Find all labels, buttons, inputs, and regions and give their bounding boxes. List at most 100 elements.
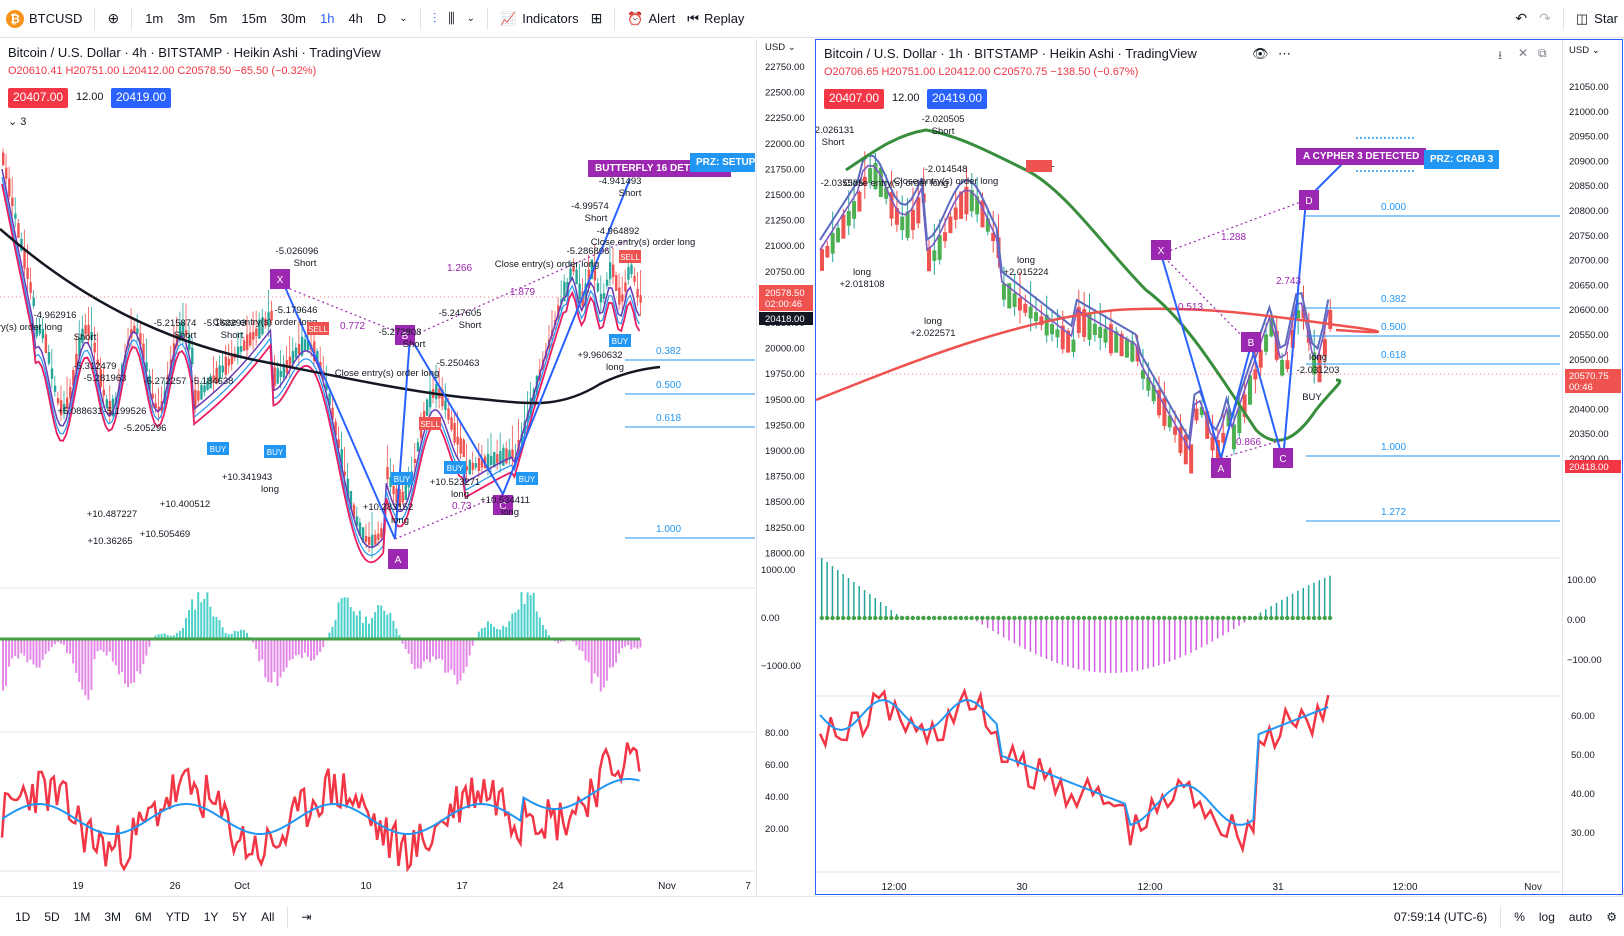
histogram-bar	[422, 639, 425, 662]
clock-timezone[interactable]: 07:59:14 (UTC-6)	[1393, 909, 1488, 924]
chevron-down-icon[interactable]: ⌄	[399, 13, 408, 24]
range-1y[interactable]: 1Y	[203, 909, 219, 924]
range-3m[interactable]: 3M	[104, 909, 122, 924]
quantity-value[interactable]: 12.00	[76, 91, 104, 103]
percent-scale-toggle[interactable]: %	[1514, 909, 1525, 924]
redo-icon[interactable]: ↷	[1539, 10, 1551, 26]
symbol-button[interactable]: ₿ BTCUSD	[0, 0, 88, 38]
histogram-bar	[532, 592, 535, 639]
histogram-bar	[398, 635, 401, 639]
bar-style-icon[interactable]: ⫶	[432, 10, 437, 26]
candle-body	[1146, 377, 1151, 391]
left-price-axis[interactable]: 22750.00 22500.00 22250.00 22000.00 21750.00…	[756, 39, 814, 895]
range-1d[interactable]: 1D	[15, 909, 31, 924]
histogram-bar	[462, 639, 465, 674]
maximize-icon[interactable]: ⧉	[1538, 46, 1547, 60]
timeframe-1m[interactable]: 1m	[145, 11, 164, 26]
moving-average-black	[0, 228, 661, 405]
timeframe-d[interactable]: D	[376, 11, 387, 26]
histogram-bar	[1179, 618, 1181, 658]
histogram-dot	[1076, 615, 1081, 621]
candle-body	[249, 332, 252, 346]
right-chart-pane[interactable]: 12:00 30 12:00 31 12:00 Nov X A B C D 1.288 0.513 0.8…	[815, 39, 1623, 895]
histogram-bar	[133, 639, 136, 683]
range-5d[interactable]: 5D	[44, 909, 60, 924]
indicators-button[interactable]: 📈 Indicators	[494, 0, 585, 38]
left-chart-canvas[interactable]: 19 26 Oct 10 17 24 Nov 7 X A B C 1.266 1.879 0.772 0.73…	[0, 39, 755, 895]
histogram-bar	[608, 639, 611, 668]
candle-body	[985, 218, 990, 232]
settings-gear-icon[interactable]: ⚙	[1606, 909, 1617, 924]
histogram-bar	[1302, 587, 1304, 618]
oscillator-axis-tick: 0.00	[1567, 615, 1586, 626]
candle-body	[450, 417, 453, 430]
compare-plus-icon[interactable]: ⊕	[107, 10, 120, 26]
range-all[interactable]: All	[261, 909, 275, 924]
timeframe-3m[interactable]: 3m	[177, 11, 196, 26]
move-down-icon[interactable]: ⭳	[1498, 48, 1503, 62]
buy-price-button[interactable]: 20419.00	[927, 89, 988, 109]
replay-button[interactable]: ⏮ Replay	[681, 0, 750, 38]
histogram-bar	[1200, 618, 1203, 648]
more-options-icon[interactable]: ⋯	[1278, 46, 1291, 61]
log-scale-toggle[interactable]: log	[1538, 909, 1555, 924]
right-price-axis[interactable]: 21050.00 21000.00 20950.00 20900.00 20850.00…	[1562, 40, 1622, 894]
sell-price-button[interactable]: 20407.00	[824, 89, 885, 109]
candle-style-icon[interactable]: ⫼	[448, 10, 455, 26]
trade-annotation: long	[924, 316, 942, 327]
histogram-bar	[258, 639, 261, 662]
auto-scale-toggle[interactable]: auto	[1568, 909, 1593, 924]
templates-grid-icon[interactable]: ⊞	[590, 10, 603, 26]
trade-annotation: Short	[619, 188, 642, 199]
alert-button[interactable]: ⏰ Alert	[621, 0, 681, 38]
price-axis-tick: 19000.00	[765, 446, 805, 457]
candle-body	[270, 310, 273, 321]
trade-annotation: -2.026131	[816, 125, 854, 136]
left-chart-pane[interactable]: 19 26 Oct 10 17 24 Nov 7 X A B C 1.266 1.879 0.772 0.73…	[0, 39, 755, 895]
timeframe-4h[interactable]: 4h	[348, 11, 363, 26]
layout-split-icon: ◫	[1575, 10, 1589, 26]
right-chart-canvas[interactable]: 12:00 30 12:00 31 12:00 Nov X A B C D 1.288 0.513 0.8…	[816, 40, 1560, 895]
undo-icon[interactable]: ↶	[1515, 10, 1528, 26]
timeframe-1h[interactable]: 1h	[319, 11, 335, 26]
moving-average-blue	[1, 176, 640, 556]
visibility-eye-icon[interactable]: 👁	[1252, 46, 1269, 61]
chevron-down-icon[interactable]: ⌄	[466, 13, 476, 24]
timeframe-30m[interactable]: 30m	[280, 11, 306, 26]
candle-body	[1205, 410, 1210, 439]
goto-date-icon[interactable]: ⇥	[301, 909, 312, 924]
range-5y[interactable]: 5Y	[232, 909, 248, 924]
alarm-clock-icon: ⏰	[627, 10, 644, 26]
pattern-point-label: C	[499, 501, 506, 512]
histogram-dot	[1108, 615, 1113, 621]
candle-body	[868, 168, 873, 184]
harmonic-ratio-line	[1160, 199, 1307, 459]
timeframe-5m[interactable]: 5m	[209, 11, 228, 26]
candle-body	[273, 367, 276, 386]
histogram-bar	[1088, 618, 1090, 672]
sell-price-button[interactable]: 20407.00	[8, 88, 69, 108]
price-axis-tick: 20650.00	[1569, 280, 1609, 291]
candle-body	[435, 384, 438, 400]
candle-body	[480, 459, 484, 468]
histogram-bar	[459, 639, 462, 681]
candle-body	[599, 293, 603, 303]
range-6m[interactable]: 6M	[135, 909, 152, 924]
histogram-bar	[502, 625, 505, 639]
quantity-value[interactable]: 12.00	[892, 92, 920, 104]
candle-body	[307, 340, 310, 350]
histogram-bar	[349, 607, 352, 639]
histogram-bar	[56, 639, 59, 643]
layout-button[interactable]: ◫ Star	[1570, 0, 1624, 38]
buy-price-button[interactable]: 20419.00	[111, 88, 172, 108]
histogram-bar	[535, 611, 538, 639]
range-ytd[interactable]: YTD	[165, 909, 190, 924]
histogram-bar	[352, 611, 355, 639]
timeframe-15m[interactable]: 15m	[241, 11, 267, 26]
moving-average-red	[1, 183, 641, 564]
indicators-collapse[interactable]: ⌄ 3	[8, 115, 26, 128]
histogram-bar	[1013, 618, 1016, 644]
close-icon[interactable]: ✕	[1518, 46, 1529, 60]
range-1m[interactable]: 1M	[73, 909, 91, 924]
candle-body	[1237, 409, 1242, 434]
